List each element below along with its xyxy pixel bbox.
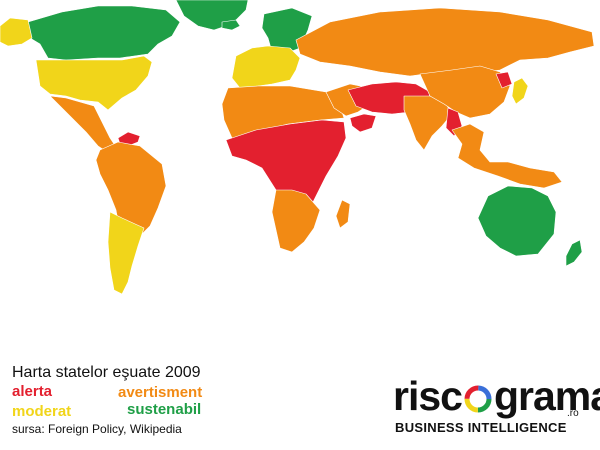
legend-sustenabil: sustenabil — [127, 401, 202, 418]
region-central-and-east-africa — [225, 119, 347, 221]
legend-source: sursa: Foreign Policy, Wikipedia — [12, 422, 182, 436]
region-russia-and-central-asia — [295, 7, 595, 77]
logo-suffix: .ro — [567, 408, 579, 419]
world-map — [0, 0, 595, 295]
region-southeast-asia-and-indonesia — [451, 123, 563, 189]
region-madagascar — [335, 199, 351, 229]
region-united-states — [35, 55, 153, 111]
logo-tagline: BUSINESS INTELLIGENCE — [395, 420, 567, 435]
region-canada — [27, 5, 181, 61]
region-new-zealand — [565, 239, 583, 267]
legend-alerta: alerta — [12, 383, 53, 400]
region-north-korea — [495, 71, 513, 89]
region-western-europe — [231, 45, 301, 89]
logo-ring-icon — [464, 385, 492, 412]
region-chile-argentina-uruguay — [107, 211, 145, 295]
region-australia — [477, 185, 557, 257]
legend-title: Harta statelor eşuate 2009 — [12, 364, 201, 381]
legend-avertisment: avertisment — [118, 384, 203, 401]
logo-text-left: risc — [393, 373, 463, 419]
region-iceland — [221, 19, 241, 31]
logo-wordmark: risc grama — [393, 374, 600, 418]
region-japan — [511, 77, 529, 105]
legend-moderat: moderat — [12, 403, 72, 420]
map-legend: Harta statelor eşuate 2009 alerta averti… — [12, 364, 222, 444]
riscograma-logo: risc grama .ro BUSINESS INTELLIGENCE — [388, 374, 600, 438]
region-alaska — [0, 17, 33, 47]
region-china — [419, 65, 511, 119]
region-southern-africa — [271, 189, 321, 253]
region-yemen — [349, 113, 377, 133]
logo-text-right: grama — [493, 373, 600, 419]
